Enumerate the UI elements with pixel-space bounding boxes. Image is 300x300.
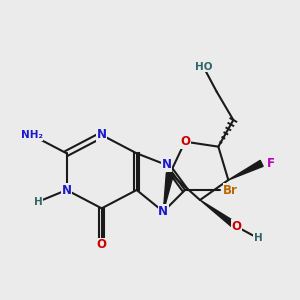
Text: O: O: [180, 135, 190, 148]
Text: H: H: [34, 197, 43, 207]
Text: Br: Br: [223, 184, 238, 196]
Polygon shape: [228, 160, 263, 180]
Text: O: O: [232, 220, 242, 233]
Text: F: F: [267, 157, 275, 170]
Polygon shape: [200, 200, 239, 230]
Text: N: N: [158, 205, 168, 218]
Text: N: N: [162, 158, 172, 172]
Text: N: N: [97, 128, 107, 142]
Text: HO: HO: [195, 62, 212, 72]
Text: NH₂: NH₂: [21, 130, 43, 140]
Text: O: O: [97, 238, 107, 251]
Text: H: H: [254, 233, 263, 243]
Polygon shape: [163, 173, 174, 212]
Text: N: N: [62, 184, 72, 196]
